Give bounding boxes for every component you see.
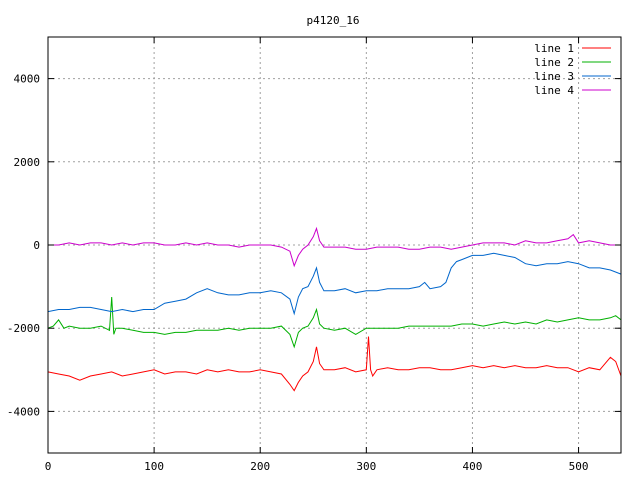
legend-label: line 2 [534,56,574,69]
y-tick-label: -4000 [7,405,40,418]
series-line-4 [48,226,621,268]
x-tick-label: 100 [144,460,164,473]
legend-label: line 1 [534,42,574,55]
axis-ticks: 0 100 200 300 400 500 -4000 -2000 0 2000 4000 [7,37,621,473]
series-group [47,226,622,392]
x-tick-label: 500 [569,460,589,473]
x-tick-label: 200 [250,460,270,473]
y-tick-label: 0 [33,239,40,252]
legend-label: line 4 [534,84,574,97]
chart-title: p4120_16 [307,14,360,27]
x-tick-label: 400 [463,460,483,473]
x-tick-label: 300 [356,460,376,473]
legend-label: line 3 [534,70,574,83]
y-tick-label: 2000 [14,156,41,169]
y-tick-label: -2000 [7,322,40,335]
series-line-2 [47,296,622,349]
grid-lines [48,37,621,453]
series-line-3 [47,252,622,316]
y-tick-label: 4000 [14,73,41,86]
x-tick-label: 0 [45,460,52,473]
series-line-1 [47,336,622,392]
